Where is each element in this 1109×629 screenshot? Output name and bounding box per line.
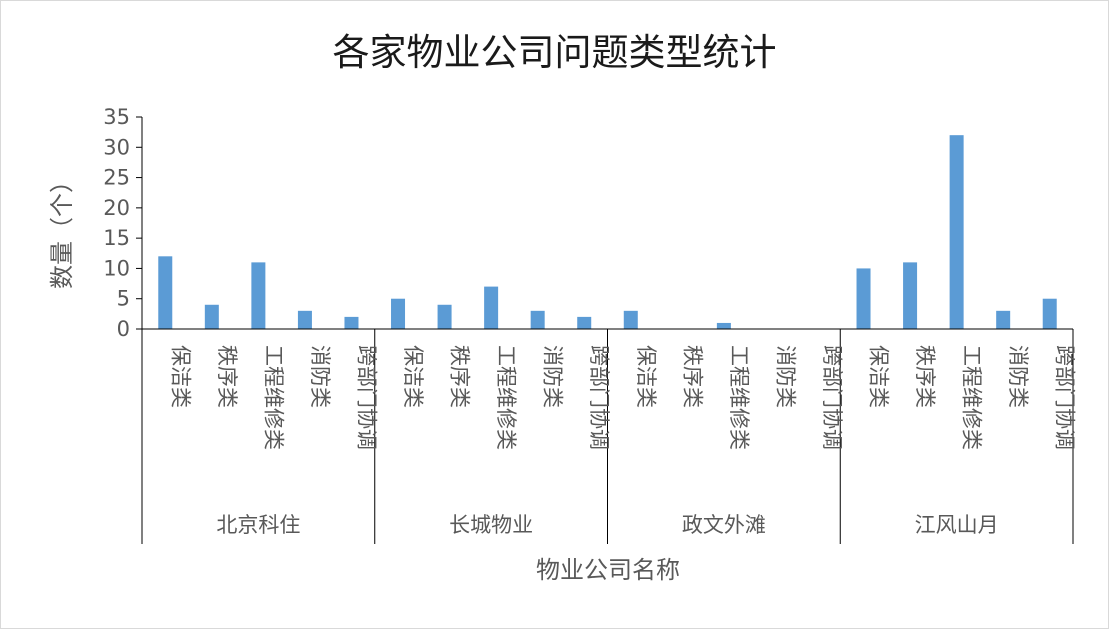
- axes: [141, 117, 1074, 544]
- category-label: 秩序类: [913, 345, 937, 408]
- bar: [344, 316, 359, 329]
- y-tick-label: 20: [103, 196, 130, 220]
- category-label: 工程维修类: [727, 345, 751, 450]
- bar: [856, 268, 871, 329]
- x-axis-title: 物业公司名称: [536, 556, 680, 584]
- y-axis-ticks: 0 5 10 15 20 25 30 35: [103, 105, 142, 341]
- category-label: 保洁类: [168, 345, 192, 408]
- category-label: 跨部门协调: [820, 345, 844, 450]
- bar: [484, 286, 499, 329]
- bar: [996, 310, 1011, 329]
- category-label: 消防类: [1006, 345, 1030, 408]
- y-tick-label: 15: [103, 226, 130, 250]
- bar: [903, 262, 918, 329]
- y-tick-label: 30: [103, 135, 130, 159]
- group-label: 江风山月: [915, 513, 999, 537]
- bar: [716, 322, 731, 329]
- y-tick-label: 35: [103, 105, 130, 129]
- category-labels: 保洁类 秩序类 工程维修类 消防类 跨部门协调 保洁类 秩序类 工程维修类 消防类 跨部门协调 保洁…: [168, 345, 1076, 450]
- bar: [251, 262, 266, 329]
- category-label: 工程维修类: [960, 345, 984, 450]
- bar: [949, 135, 964, 329]
- bar: [1042, 298, 1057, 329]
- y-tick-label: 0: [117, 317, 130, 341]
- group-labels: 北京科住 长城物业 政文外滩 江风山月: [216, 513, 998, 537]
- category-label: 跨部门协调: [1053, 345, 1077, 450]
- bar: [158, 256, 173, 329]
- category-label: 秩序类: [215, 345, 239, 408]
- category-label: 秩序类: [680, 345, 704, 408]
- y-tick-label: 10: [103, 256, 130, 280]
- category-label: 消防类: [773, 345, 797, 408]
- bars: [158, 135, 1057, 329]
- bar: [297, 310, 312, 329]
- category-label: 消防类: [541, 345, 565, 408]
- category-label: 工程维修类: [261, 345, 285, 450]
- bar: [204, 304, 219, 329]
- bar: [391, 298, 406, 329]
- group-label: 长城物业: [449, 513, 533, 537]
- category-label: 保洁类: [401, 345, 425, 408]
- category-label: 跨部门协调: [354, 345, 378, 450]
- y-tick-label: 5: [117, 287, 130, 311]
- category-label: 工程维修类: [494, 345, 518, 450]
- bar: [530, 310, 545, 329]
- category-label: 跨部门协调: [587, 345, 611, 450]
- category-label: 保洁类: [867, 345, 891, 408]
- category-label: 消防类: [308, 345, 332, 408]
- chart-title: 各家物业公司问题类型统计: [332, 31, 777, 74]
- y-axis-title: 数量（个）: [48, 169, 76, 289]
- group-label: 政文外滩: [682, 513, 766, 537]
- bar: [623, 310, 638, 329]
- category-label: 保洁类: [634, 345, 658, 408]
- y-tick-label: 25: [103, 166, 130, 190]
- category-label: 秩序类: [448, 345, 472, 408]
- group-label: 北京科住: [216, 513, 300, 537]
- bar: [437, 304, 452, 329]
- bar: [577, 316, 592, 329]
